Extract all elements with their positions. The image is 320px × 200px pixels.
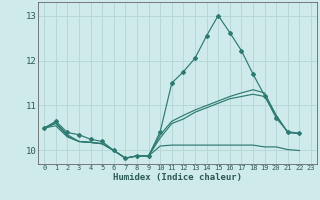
X-axis label: Humidex (Indice chaleur): Humidex (Indice chaleur) <box>113 173 242 182</box>
